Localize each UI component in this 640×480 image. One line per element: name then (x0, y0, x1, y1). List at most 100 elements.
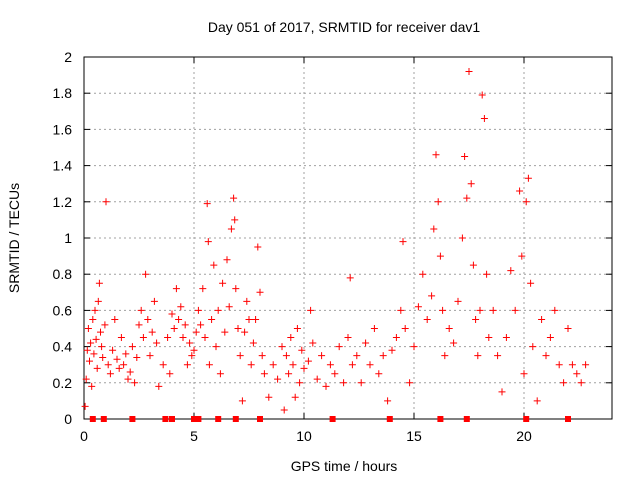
data-point (388, 346, 396, 354)
data-point (461, 153, 469, 161)
data-point (122, 350, 130, 358)
data-point (82, 375, 90, 383)
data-points (81, 67, 590, 422)
data-point (201, 334, 209, 342)
data-point (249, 339, 257, 347)
data-point (188, 352, 196, 360)
data-point (573, 370, 581, 378)
data-point (227, 225, 235, 233)
data-point (109, 346, 117, 354)
data-point (568, 361, 576, 369)
data-point (148, 328, 156, 336)
data-point (126, 368, 134, 376)
data-point (406, 379, 414, 387)
data-point (89, 315, 97, 323)
data-point (234, 325, 242, 332)
data-point (183, 361, 191, 369)
zero-level-marker (329, 416, 336, 422)
data-point (419, 270, 427, 278)
data-point (98, 343, 106, 351)
y-tick-label: 0.4 (53, 339, 73, 355)
data-point (93, 364, 101, 372)
x-tick-label: 5 (190, 428, 198, 444)
data-point (533, 397, 541, 405)
data-point (238, 397, 246, 405)
data-point (397, 306, 405, 314)
data-point (474, 352, 482, 360)
data-point (172, 285, 180, 293)
data-point (260, 370, 268, 378)
data-point (236, 352, 244, 360)
zero-level-marker (191, 416, 197, 422)
data-point (577, 379, 585, 387)
data-point (564, 325, 572, 332)
data-point (401, 325, 409, 332)
data-point (434, 198, 442, 206)
data-point (146, 352, 154, 360)
zero-level-marker (195, 416, 202, 422)
data-point (366, 361, 374, 369)
data-point (498, 388, 506, 396)
data-point (296, 379, 304, 387)
data-point (203, 200, 211, 208)
data-point (92, 335, 100, 343)
zero-level-marker (523, 416, 530, 422)
data-point (252, 315, 260, 323)
y-tick-label: 0.8 (53, 266, 73, 282)
data-point (516, 187, 524, 195)
data-point (83, 346, 91, 354)
data-point (104, 361, 112, 369)
y-tick-label: 0.6 (53, 302, 73, 318)
zero-level-marker (565, 416, 571, 422)
data-point (357, 379, 365, 387)
data-point (199, 285, 207, 293)
data-point (494, 352, 502, 360)
y-tick-label: 1 (64, 230, 72, 246)
data-point (232, 285, 240, 293)
data-point (344, 334, 352, 342)
data-point (331, 370, 339, 378)
data-point (84, 325, 92, 332)
data-point (436, 252, 444, 260)
data-point (208, 315, 216, 323)
data-point (194, 306, 202, 314)
data-point (177, 303, 185, 311)
data-point (99, 353, 107, 361)
data-point (340, 379, 348, 387)
data-point (247, 361, 255, 369)
data-point (197, 321, 205, 329)
data-point (90, 350, 98, 358)
zero-level-marker (162, 416, 169, 422)
data-point (179, 334, 187, 342)
data-point (97, 328, 104, 336)
data-point (450, 339, 458, 347)
data-point (88, 382, 96, 390)
data-point (155, 382, 163, 390)
y-tick-label: 1.6 (53, 121, 73, 137)
data-point (335, 343, 343, 351)
data-point (304, 357, 312, 365)
data-point (170, 325, 178, 332)
data-point (164, 334, 172, 342)
data-point (216, 370, 224, 378)
data-point (124, 375, 132, 383)
x-tick-label: 15 (406, 428, 422, 444)
data-point (91, 306, 99, 314)
data-point (117, 334, 125, 342)
data-point (291, 393, 299, 401)
data-point (392, 334, 400, 342)
data-point (144, 315, 152, 323)
data-point (326, 361, 334, 369)
data-point (375, 370, 383, 378)
data-point (265, 393, 273, 401)
y-tick-label: 1.8 (53, 85, 73, 101)
data-point (423, 315, 431, 323)
data-point (186, 339, 194, 347)
data-point (582, 361, 590, 369)
zero-level-marker (232, 416, 239, 422)
zero-level-marker (437, 416, 444, 422)
y-axis-label: SRMTID / TECUs (6, 183, 22, 293)
data-point (139, 334, 147, 342)
data-point (309, 339, 317, 347)
